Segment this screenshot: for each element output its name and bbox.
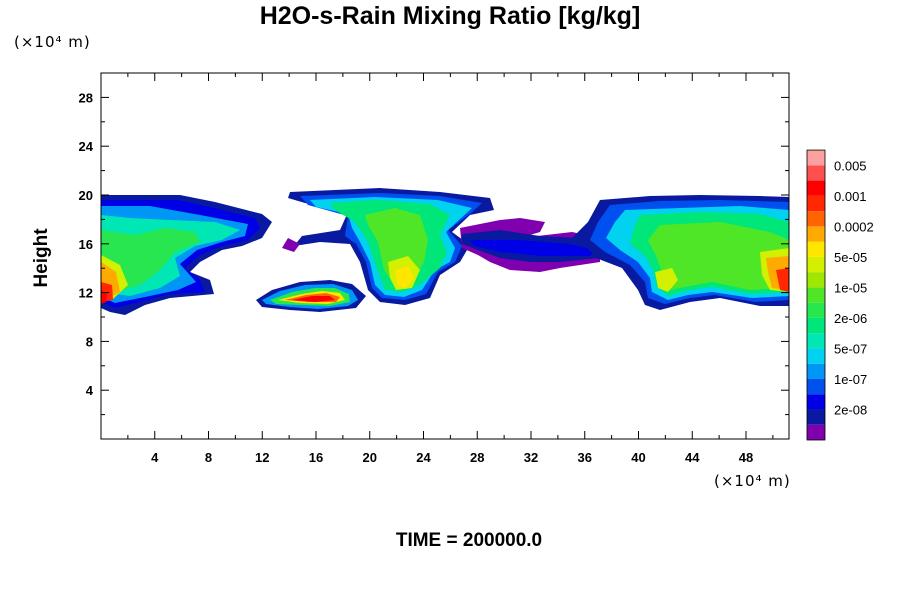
y-tick-label: 16	[79, 237, 93, 252]
colorbar-swatch	[807, 272, 825, 288]
colorbar-swatch	[807, 302, 825, 318]
x-tick-label: 48	[739, 450, 753, 465]
x-tick-label: 4	[151, 450, 159, 465]
x-tick-label: 28	[470, 450, 484, 465]
colorbar-legend: 2e-08 1e-07 5e-07 2e-06 1e-05 5e-05 0.0002 0.00…	[806, 149, 874, 441]
colorbar-label: 1e-05	[834, 280, 867, 295]
region-upper-band	[282, 218, 600, 272]
region-low-rain-core	[256, 280, 366, 312]
colorbar-label: 5e-05	[834, 250, 867, 265]
x-axis-unit: (×10⁴ m)	[714, 472, 791, 490]
colorbar-label: 0.0002	[834, 219, 874, 234]
contour-fill	[101, 290, 107, 304]
colorbar-label: 0.001	[834, 189, 867, 204]
x-axis: 4 8 12 16 20 24 28 32 36 40 44 48	[127, 73, 774, 465]
y-axis-unit: (×10⁴ m)	[14, 33, 91, 51]
region-left-anvil	[101, 195, 272, 315]
contour-fill	[292, 296, 335, 302]
colorbar-swatch	[807, 317, 825, 334]
y-tick-label: 20	[79, 188, 93, 203]
contour-fill	[282, 238, 300, 252]
colorbar-label: 5e-07	[834, 341, 867, 356]
colorbar-swatch	[807, 409, 825, 425]
x-tick-label: 16	[309, 450, 323, 465]
contour-fill	[395, 266, 414, 288]
colorbar-swatch	[807, 378, 825, 395]
colorbar-swatch	[807, 333, 825, 349]
colorbar-swatch	[807, 226, 825, 242]
colorbar-swatch	[807, 348, 825, 364]
colorbar-label: 0.005	[834, 158, 867, 173]
y-tick-label: 24	[79, 139, 94, 154]
colorbar-swatch	[807, 394, 825, 410]
contour-fill	[470, 240, 595, 256]
colorbar-label: 2e-08	[834, 402, 867, 417]
y-tick-label: 4	[86, 383, 94, 398]
colorbar-swatch	[807, 256, 825, 273]
plot-frame	[100, 72, 790, 440]
colorbar-swatch	[807, 180, 825, 196]
y-tick-label: 8	[86, 334, 93, 349]
chart-title: H2O-s-Rain Mixing Ratio [kg/kg]	[259, 2, 641, 30]
y-tick-label: 28	[79, 90, 93, 105]
x-tick-label: 44	[685, 450, 700, 465]
x-tick-label: 40	[631, 450, 645, 465]
x-tick-label: 12	[255, 450, 269, 465]
colorbar-swatch	[807, 287, 825, 303]
contour-fill	[776, 268, 789, 292]
colorbar-swatch	[807, 363, 825, 379]
colorbar-swatch	[807, 241, 825, 257]
region-central-cloud	[288, 188, 494, 305]
colorbar-label: 2e-06	[834, 311, 867, 326]
x-tick-label: 32	[524, 450, 538, 465]
y-axis: 4 8 12 16 20 24 28	[79, 90, 789, 416]
x-tick-label: 24	[416, 450, 431, 465]
colorbar-swatch	[807, 424, 825, 440]
colorbar-swatch	[807, 165, 825, 181]
time-label: TIME = 200000.0	[395, 530, 543, 551]
colorbar-swatch	[807, 195, 825, 212]
x-tick-label: 8	[205, 450, 212, 465]
contour-fill	[101, 228, 200, 292]
y-tick-label: 12	[79, 286, 93, 301]
x-tick-label: 20	[363, 450, 377, 465]
x-tick-label: 36	[578, 450, 592, 465]
region-right-cloud	[570, 195, 789, 310]
contour-fill	[648, 222, 789, 290]
colorbar-swatch	[807, 211, 825, 227]
colorbar-frame	[806, 149, 826, 441]
colorbar-swatch	[807, 150, 825, 166]
contour-field	[101, 188, 789, 315]
colorbar-label: 1e-07	[834, 372, 867, 387]
